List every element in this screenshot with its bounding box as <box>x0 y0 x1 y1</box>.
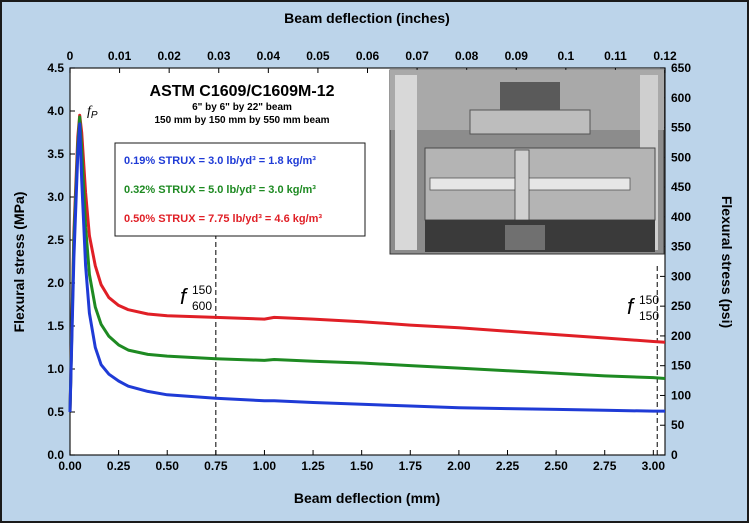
x2-tick-label: 0.06 <box>356 49 380 63</box>
annotation-fp-letter: f <box>87 104 93 119</box>
y-tick-label: 0.5 <box>47 405 64 419</box>
chart-subtitle-2: 150 mm by 150 mm by 550 mm beam <box>154 115 329 126</box>
annotation-fp-sub: P <box>91 110 98 121</box>
chart-title: ASTM C1609/C1609M-12 <box>150 83 335 100</box>
y-tick-label: 3.5 <box>47 147 64 161</box>
annotation-fp: fP <box>87 104 98 121</box>
legend-entry: 0.32% STRUX = 5.0 lb/yd³ = 3.0 kg/m³ <box>124 184 316 196</box>
y2-tick-label: 350 <box>671 240 691 254</box>
x2-tick-label: 0.07 <box>405 49 429 63</box>
test-setup-photo <box>389 69 665 255</box>
y2-tick-label: 500 <box>671 150 691 164</box>
y-tick-label: 2.5 <box>47 233 64 247</box>
annotation-f150-sub: 150 <box>639 309 659 323</box>
x2-tick-label: 0 <box>67 49 74 63</box>
series-layer <box>68 113 666 413</box>
y-axis-label: Flexural stress (MPa) <box>11 192 27 333</box>
y-tick-label: 4.0 <box>47 104 64 118</box>
annotation-f600: f 150 600 <box>180 283 212 313</box>
y-tick-label: 4.5 <box>47 61 64 75</box>
x2-tick-label: 0.11 <box>604 49 627 63</box>
tick-labels-layer: 0.00 0.25 0.50 0.75 1.00 1.25 1.50 1.75 2.00 2.25… <box>47 49 691 473</box>
x-axis-label: Beam deflection (mm) <box>294 490 440 506</box>
x-tick-label: 1.75 <box>399 459 423 473</box>
x-tick-label: 0.75 <box>204 459 228 473</box>
y2-tick-label: 200 <box>671 329 691 343</box>
y-tick-label: 3.0 <box>47 190 64 204</box>
x-tick-label: 2.75 <box>593 459 617 473</box>
x2-tick-label: 0.09 <box>505 49 529 63</box>
x2-tick-label: 0.03 <box>207 49 231 63</box>
y-tick-label: 1.0 <box>47 362 64 376</box>
x-tick-label: 1.25 <box>301 459 325 473</box>
annotation-f150-sup: 150 <box>639 293 659 307</box>
annotation-f600-sup: 150 <box>192 283 212 297</box>
legend-box <box>114 142 366 237</box>
x-tick-label: 2.25 <box>496 459 520 473</box>
y2-tick-label: 400 <box>671 210 691 224</box>
y2-tick-label: 150 <box>671 359 691 373</box>
y2-tick-label: 550 <box>671 121 691 135</box>
x2-axis-label: Beam deflection (inches) <box>284 10 450 26</box>
y-tick-label: 0.0 <box>47 448 64 462</box>
y-tick-label: 2.0 <box>47 276 64 290</box>
legend-entry: 0.50% STRUX = 7.75 lb/yd³ = 4.6 kg/m³ <box>124 213 322 225</box>
annotation-f150-letter: f <box>627 294 636 319</box>
legend-entry: 0.19% STRUX = 3.0 lb/yd³ = 1.8 kg/m³ <box>124 155 316 167</box>
x2-tick-label: 0.12 <box>653 49 677 63</box>
x-tick-label: 0.00 <box>58 459 82 473</box>
x-tick-label: 1.50 <box>350 459 374 473</box>
y2-tick-label: 300 <box>671 269 691 283</box>
x2-tick-label: 0.02 <box>157 49 181 63</box>
annotation-f150: f 150 150 <box>627 293 659 323</box>
x-tick-label: 1.00 <box>253 459 277 473</box>
y-tick-label: 1.5 <box>47 319 64 333</box>
x-tick-label: 2.00 <box>447 459 471 473</box>
y2-tick-label: 450 <box>671 180 691 194</box>
x2-tick-label: 0.05 <box>306 49 330 63</box>
x-tick-label: 0.50 <box>156 459 180 473</box>
x-tick-label: 2.50 <box>544 459 568 473</box>
annotation-f600-sub: 600 <box>192 299 212 313</box>
series-line-0-19-strux <box>68 122 665 413</box>
x-tick-label: 0.25 <box>107 459 131 473</box>
x-tick-label: 3.00 <box>642 459 666 473</box>
y2-tick-label: 100 <box>671 388 691 402</box>
x2-tick-label: 0.04 <box>257 49 281 63</box>
annotation-f600-letter: f <box>180 284 189 309</box>
chart-subtitle-1: 6" by 6" by 22" beam <box>192 102 292 113</box>
y2-tick-label: 650 <box>671 61 691 75</box>
y2-tick-label: 0 <box>671 448 678 462</box>
reference-lines-layer <box>215 235 658 455</box>
y2-axis-label: Flexural stress (psi) <box>719 196 735 328</box>
x2-tick-label: 0.08 <box>455 49 479 63</box>
y2-tick-label: 250 <box>671 299 691 313</box>
y2-tick-label: 600 <box>671 91 691 105</box>
y2-tick-label: 50 <box>671 418 685 432</box>
x2-tick-label: 0.1 <box>557 49 574 63</box>
x2-tick-label: 0.01 <box>108 49 132 63</box>
legend-layer: 0.19% STRUX = 3.0 lb/yd³ = 1.8 kg/m³ 0.32… <box>124 155 322 225</box>
